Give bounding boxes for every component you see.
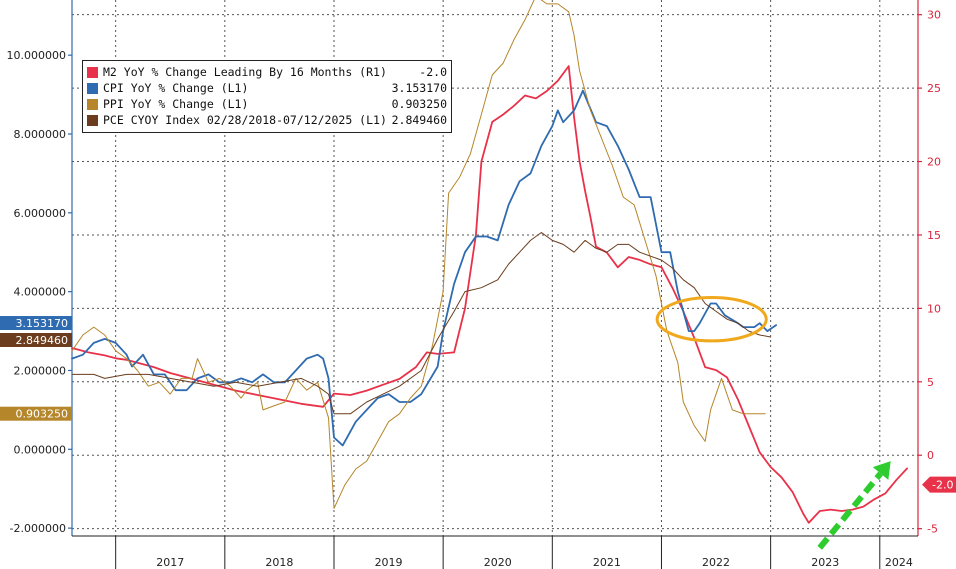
legend-swatch-pce xyxy=(87,114,98,126)
legend-entry-ppi: PPI YoY % Change (L1) 0.903250 xyxy=(87,96,447,112)
left-tick-label-3: 4.000000 xyxy=(14,286,67,299)
legend-swatch-ppi xyxy=(87,98,98,110)
legend-entry-cpi: CPI YoY % Change (L1) 3.153170 xyxy=(87,80,447,96)
legend-value-ppi: 0.903250 xyxy=(391,97,447,111)
left-badge-bg-0 xyxy=(0,316,72,331)
legend-label-cpi: CPI YoY % Change (L1) xyxy=(103,81,249,95)
right-badge-text-3: -2.0 xyxy=(932,479,953,492)
left-badge-text-1: 2.849460 xyxy=(16,334,69,347)
left-badge-bg-2 xyxy=(0,406,72,421)
series-line-0 xyxy=(71,65,908,524)
legend-value-m2: -2.0 xyxy=(419,65,447,79)
x-tick-label-2022: 2022 xyxy=(702,556,730,569)
legend-swatch-m2 xyxy=(87,66,98,78)
x-tick-label-2023: 2023 xyxy=(811,556,839,569)
right-tick-label-3: 10 xyxy=(927,302,941,315)
legend-swatch-cpi xyxy=(87,82,98,94)
right-badge-bg-3 xyxy=(922,476,956,493)
right-tick-label-4: 15 xyxy=(927,229,941,242)
legend-entry-m2: M2 YoY % Change Leading By 16 Months (R1… xyxy=(87,64,447,80)
x-tick-label-2024: 2024 xyxy=(885,556,913,569)
legend-label-ppi: PPI YoY % Change (L1) xyxy=(103,97,249,111)
legend-label-m2: M2 YoY % Change Leading By 16 Months (R1… xyxy=(103,65,387,79)
x-tick-label-2018: 2018 xyxy=(265,556,293,569)
right-tick-label-6: 25 xyxy=(927,82,941,95)
chart-legend: M2 YoY % Change Leading By 16 Months (R1… xyxy=(82,60,452,133)
left-badge-bg-1 xyxy=(0,332,72,347)
series-line-1 xyxy=(71,89,777,447)
right-tick-label-1: 0 xyxy=(927,449,934,462)
left-tick-label-0: -2.000000 xyxy=(10,522,66,535)
x-tick-label-2021: 2021 xyxy=(593,556,621,569)
right-tick-label-0: -5 xyxy=(927,523,938,536)
legend-entry-pce: PCE CYOY Index 02/28/2018-07/12/2025 (L1… xyxy=(87,112,447,128)
legend-value-cpi: 3.153170 xyxy=(391,81,447,95)
right-tick-label-7: 30 xyxy=(927,9,941,22)
legend-value-pce: 2.849460 xyxy=(391,113,447,127)
annotation-ellipse-0 xyxy=(655,296,768,343)
series-line-2 xyxy=(71,0,766,509)
left-badge-text-0: 3.153170 xyxy=(16,317,69,330)
right-tick-label-2: 5 xyxy=(927,376,934,389)
x-tick-label-2017: 2017 xyxy=(156,556,184,569)
legend-label-pce: PCE CYOY Index 02/28/2018-07/12/2025 (L1… xyxy=(103,113,386,127)
left-tick-label-1: 0.000000 xyxy=(14,443,67,456)
left-tick-label-6: 10.000000 xyxy=(7,49,67,62)
series-line-3 xyxy=(71,232,772,415)
annotation-arrow-shaft-1 xyxy=(817,471,883,550)
annotation-arrow-head-1 xyxy=(872,461,891,480)
left-tick-label-5: 8.000000 xyxy=(14,128,67,141)
right-tick-label-5: 20 xyxy=(927,156,941,169)
left-tick-label-2: 2.000000 xyxy=(14,364,67,377)
x-tick-label-2020: 2020 xyxy=(484,556,512,569)
x-tick-label-2019: 2019 xyxy=(375,556,403,569)
left-badge-text-2: 0.903250 xyxy=(16,408,69,421)
left-tick-label-4: 6.000000 xyxy=(14,207,67,220)
